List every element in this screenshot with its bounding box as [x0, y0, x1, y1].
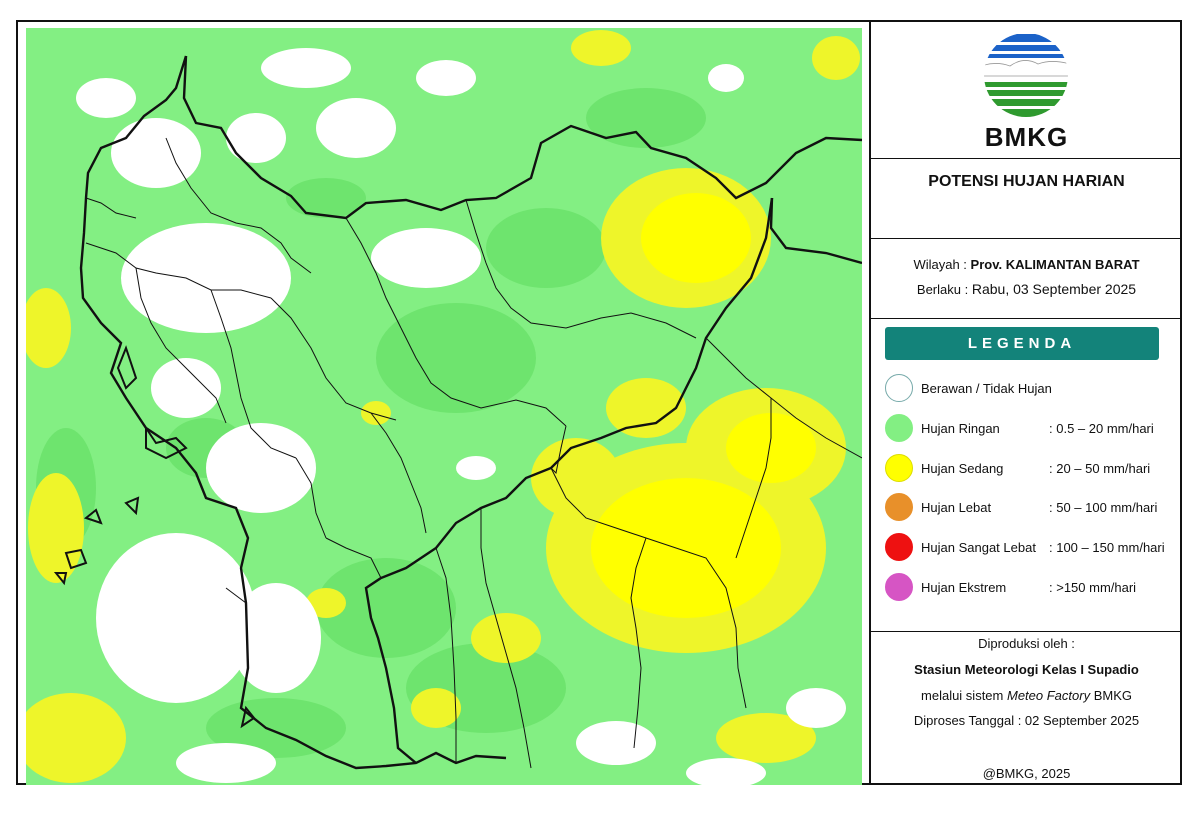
legend-label: Hujan Ekstrem [921, 580, 1007, 595]
legend-swatch [885, 374, 913, 402]
credit-processed-date: Diproses Tanggal : 02 September 2025 [913, 713, 1140, 728]
northern-border [182, 55, 862, 220]
rainfall-map [26, 28, 862, 785]
district-boundaries [85, 137, 862, 769]
legend-label: Hujan Sangat Lebat [921, 540, 1036, 555]
legend-item-cloudy: Berawan / Tidak Hujan [885, 374, 1179, 404]
legend-swatch [885, 454, 913, 482]
credit-system-prefix: melalui sistem [921, 688, 1007, 703]
credit-station: Stasiun Meteorologi Kelas I Supadio [914, 662, 1139, 677]
legend-label: Hujan Sedang [921, 461, 1004, 476]
coastline [79, 55, 507, 770]
legend-range: : 20 – 50 mm/hari [1049, 461, 1151, 476]
legend-item-extreme-rain: Hujan Ekstrem : >150 mm/hari [885, 573, 1179, 603]
legend-swatch [885, 414, 913, 442]
legend-range: : 50 – 100 mm/hari [1049, 500, 1158, 515]
page-title: POTENSI HUJAN HARIAN [928, 173, 1125, 190]
legend-item-light-rain: Hujan Ringan : 0.5 – 20 mm/hari [885, 414, 1179, 444]
legend-item-moderate-rain: Hujan Sedang : 20 – 50 mm/hari [885, 454, 1179, 484]
rainfall-map-poster: BMKG POTENSI HUJAN HARIAN Wilayah : Prov… [16, 20, 1182, 785]
legend-label: Hujan Ringan [921, 421, 1000, 436]
southeast-border [364, 197, 774, 764]
berlaku-row: Berlaku : Rabu, 03 September 2025 [871, 281, 1182, 297]
credit-system: melalui sistem Meteo Factory BMKG [871, 688, 1182, 703]
legend-label: Hujan Lebat [921, 500, 992, 515]
wilayah-value: Prov. KALIMANTAN BARAT [970, 257, 1140, 272]
berlaku-value: Rabu, 03 September 2025 [971, 281, 1137, 297]
info-panel: BMKG POTENSI HUJAN HARIAN Wilayah : Prov… [871, 22, 1182, 783]
legend-section: LEGENDA Berawan / Tidak Hujan Hujan Ring… [871, 319, 1182, 632]
rainfall-map-canvas [26, 28, 862, 785]
wilayah-label: Wilayah : [913, 257, 967, 272]
legend-title: LEGENDA [885, 327, 1159, 360]
legend-item-very-heavy-rain: Hujan Sangat Lebat : 100 – 150 mm/hari [885, 533, 1179, 563]
legend-item-heavy-rain: Hujan Lebat : 50 – 100 mm/hari [885, 493, 1179, 523]
cloudy-areas [76, 48, 846, 785]
legend-range: : 100 – 150 mm/hari [1049, 540, 1165, 555]
credit-section: Diproduksi oleh : Stasiun Meteorologi Ke… [871, 632, 1182, 783]
legend-swatch [885, 573, 913, 601]
legend-swatch [885, 533, 913, 561]
credit-system-name: Meteo Factory [1006, 688, 1091, 703]
credit-produced-by: Diproduksi oleh : [978, 636, 1075, 651]
bmkg-logo-icon [984, 33, 1068, 117]
moderate-rain-cores [591, 193, 816, 618]
title-section: POTENSI HUJAN HARIAN [871, 159, 1182, 239]
northeast-border [769, 197, 862, 265]
panel-divider [869, 22, 871, 783]
legend-swatch [885, 493, 913, 521]
legend-range: : >150 mm/hari [1049, 580, 1137, 595]
copyright: @BMKG, 2025 [982, 766, 1071, 781]
credit-system-suffix: BMKG [1090, 688, 1132, 703]
wilayah-row: Wilayah : Prov. KALIMANTAN BARAT [871, 257, 1182, 272]
islands [53, 345, 256, 729]
logo-text: BMKG [984, 122, 1069, 152]
legend-label: Berawan / Tidak Hujan [921, 381, 1052, 396]
logo-section: BMKG [871, 22, 1182, 159]
region-section: Wilayah : Prov. KALIMANTAN BARAT Berlaku… [871, 239, 1182, 319]
legend-range: : 0.5 – 20 mm/hari [1049, 421, 1154, 436]
berlaku-label: Berlaku : [916, 282, 969, 297]
